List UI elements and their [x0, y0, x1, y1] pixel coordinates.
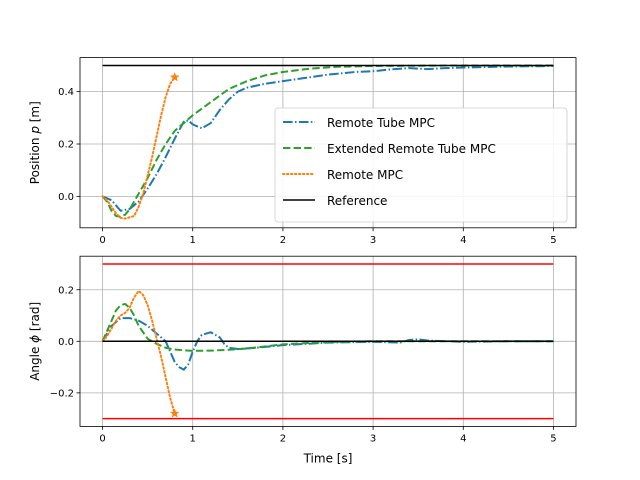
angle-subplot: 0 1 2 3 4 5 −0.2 0.0 0.2 Angle ϕ [rad] Time [s]: [28, 255, 577, 465]
angle-series: [101, 263, 554, 420]
angle-y-tick-label: 0.0: [58, 337, 74, 348]
position-axes-frame: [79, 57, 577, 229]
time-x-axis-label: Time [s]: [303, 451, 353, 465]
legend-label-remote-mpc: Remote MPC: [327, 168, 403, 182]
position-x-tick-label: 0: [99, 235, 105, 246]
position-series: [101, 64, 554, 220]
position-x-tick-label: 2: [280, 235, 286, 246]
position-y-tick-label: 0.4: [58, 87, 74, 98]
position-line-remote-mpc: [101, 76, 176, 220]
legend-frame: [274, 107, 568, 223]
legend-label-extended-remote-tube-mpc: Extended Remote Tube MPC: [327, 142, 496, 156]
angle-x-tick-label: 1: [190, 433, 196, 444]
position-x-tick-label: 4: [460, 235, 466, 246]
angle-x-tick-label: 5: [550, 433, 556, 444]
position-end-marker-remote-mpc: [169, 72, 180, 82]
position-subplot: 0 1 2 3 4 5 0.0 0.2 0.4 Position p [m] Remote Tu…: [28, 57, 577, 246]
angle-line-angle-series-2: [101, 290, 176, 415]
position-x-tick-label: 5: [550, 235, 556, 246]
position-line-extended-remote-tube-mpc: [101, 64, 554, 218]
angle-y-tick-label: −0.2: [50, 388, 74, 399]
position-ticks: 0 1 2 3 4 5 0.0 0.2 0.4: [58, 87, 557, 246]
position-y-tick-label: 0.2: [58, 140, 74, 151]
angle-y-tick-label: 0.2: [58, 285, 74, 296]
position-x-tick-label: 3: [370, 235, 376, 246]
angle-x-tick-label: 3: [370, 433, 376, 444]
legend: Remote Tube MPC Extended Remote Tube MPC R…: [274, 107, 568, 223]
angle-x-tick-label: 4: [460, 433, 466, 444]
legend-label-reference: Reference: [327, 194, 387, 208]
angle-x-tick-label: 0: [99, 433, 105, 444]
angle-ticks: 0 1 2 3 4 5 −0.2 0.0 0.2: [50, 285, 557, 444]
angle-x-tick-label: 2: [280, 433, 286, 444]
angle-line-angle-series-1: [101, 302, 554, 352]
position-x-tick-label: 1: [190, 235, 196, 246]
legend-label-remote-tube-mpc: Remote Tube MPC: [327, 116, 435, 130]
position-y-axis-label: Position p [m]: [28, 101, 42, 184]
angle-y-axis-label: Angle ϕ [rad]: [28, 302, 42, 381]
position-line-remote-tube-mpc: [102, 64, 554, 212]
position-y-tick-label: 0.0: [58, 192, 74, 203]
angle-end-marker-angle-series-2: [169, 408, 180, 418]
